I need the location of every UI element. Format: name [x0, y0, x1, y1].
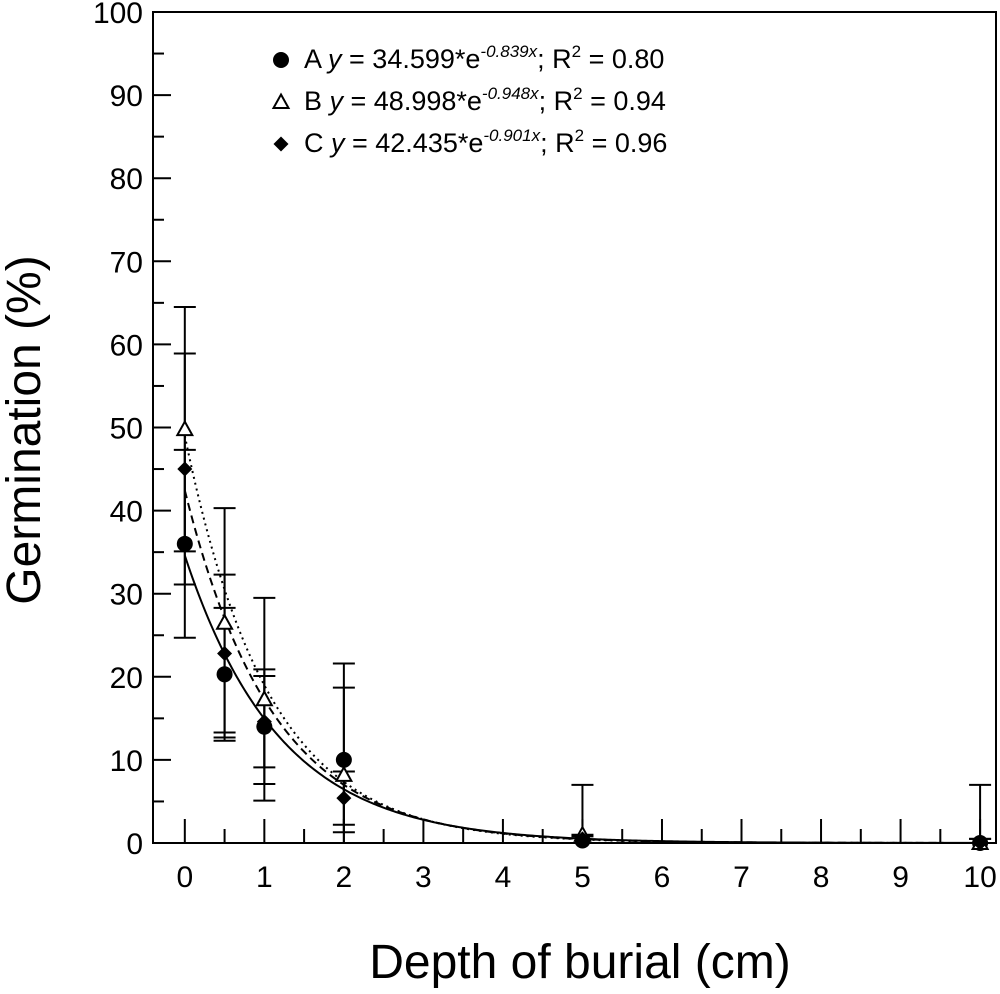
y-tick-label: 100 [93, 0, 143, 30]
x-axis-title: Depth of burial (cm) [369, 936, 790, 989]
y-tick-label: 30 [110, 579, 143, 612]
fit-curve-b [183, 435, 981, 844]
data-point-c [256, 714, 272, 730]
data-point-c [574, 831, 590, 847]
data-point-b [215, 613, 234, 630]
legend-marker-b [271, 92, 291, 109]
data-point-a [176, 535, 193, 552]
data-point-c [336, 790, 352, 806]
data-point-b [334, 765, 354, 782]
x-axis: 0 1 2 3 4 5 6 7 8 9 10 [176, 819, 997, 894]
legend-marker-c [273, 136, 289, 152]
legend-entry-b: B y = 48.998*e-0.948x; R2 = 0.94 [304, 84, 666, 116]
x-tick-label: 0 [176, 861, 193, 894]
data-point-c [217, 646, 233, 662]
y-tick-label: 40 [110, 496, 143, 529]
data-point-b [255, 689, 274, 707]
x-tick-label: 5 [574, 861, 591, 894]
data-point-a [335, 751, 352, 768]
data-point-c [972, 835, 988, 851]
x-tick-label: 3 [415, 861, 432, 894]
x-tick-label: 2 [336, 861, 353, 894]
fit-curves [183, 435, 981, 844]
legend: A y = 34.599*e-0.839x; R2 = 0.80 B y = 48… [271, 42, 667, 158]
x-tick-label: 1 [256, 861, 273, 894]
data-point-a [216, 666, 233, 683]
y-axis: 0 10 20 30 40 50 60 70 80 90 100 [93, 0, 171, 861]
legend-marker-a [273, 52, 289, 68]
legend-entry-c: C y = 42.435*e-0.901x; R2 = 0.96 [304, 126, 667, 158]
y-tick-label: 90 [110, 80, 143, 113]
x-tick-label: 8 [813, 861, 830, 894]
error-bars [173, 306, 992, 843]
y-tick-label: 50 [110, 413, 143, 446]
data-point-c [177, 461, 193, 477]
x-tick-label: 4 [495, 861, 512, 894]
y-axis-title: Germination (%) [0, 255, 51, 604]
y-tick-label: 80 [110, 163, 143, 196]
x-tick-label: 6 [654, 861, 671, 894]
data-point-b [175, 419, 195, 437]
x-tick-label: 9 [892, 861, 909, 894]
legend-entry-a: A y = 34.599*e-0.839x; R2 = 0.80 [304, 42, 664, 74]
y-tick-label: 20 [110, 662, 143, 695]
y-tick-label: 0 [126, 828, 143, 861]
y-tick-label: 10 [110, 745, 143, 778]
x-tick-label: 7 [733, 861, 750, 894]
y-tick-label: 70 [110, 246, 143, 279]
x-tick-label: 10 [963, 861, 996, 894]
data-markers [175, 419, 990, 851]
y-tick-label: 60 [110, 329, 143, 362]
